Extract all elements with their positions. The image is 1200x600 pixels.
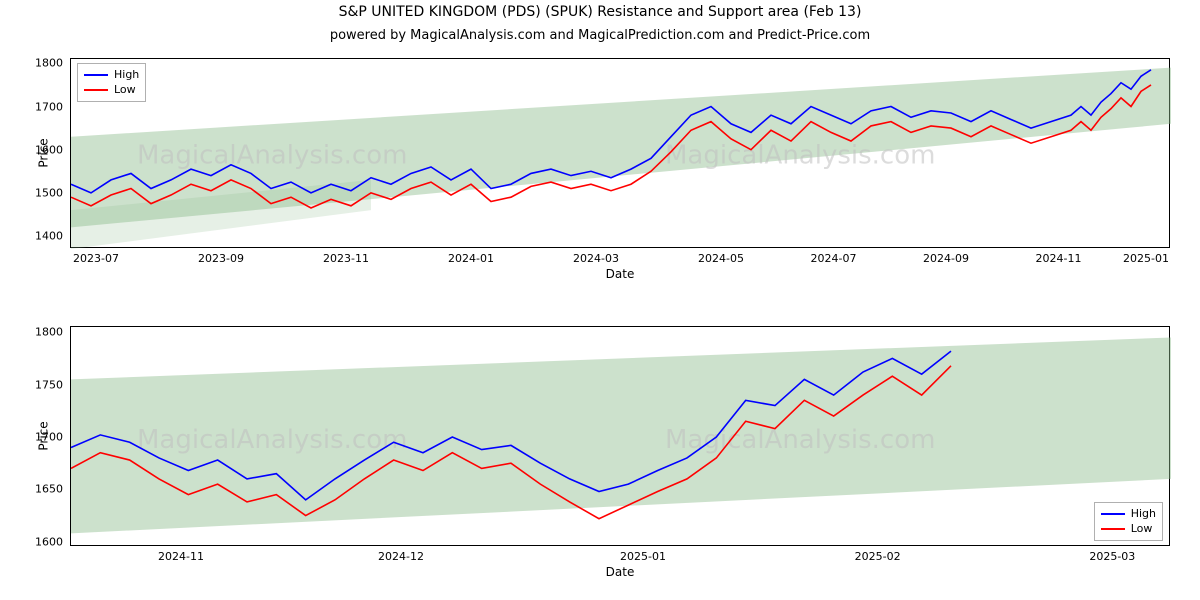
- legend-entry: High: [1101, 506, 1156, 521]
- legend-swatch: [1101, 528, 1125, 530]
- y-tick-label: 1700: [23, 431, 63, 444]
- x-tick-label: 2024-07: [811, 252, 857, 265]
- chart-main-title: S&P UNITED KINGDOM (PDS) (SPUK) Resistan…: [0, 4, 1200, 20]
- y-tick-label: 1800: [23, 326, 63, 339]
- x-tick-label: 2025-02: [855, 550, 901, 563]
- y-tick-label: 1400: [23, 230, 63, 243]
- x-tick-label: 2024-12: [378, 550, 424, 563]
- legend-label: Low: [1131, 521, 1153, 536]
- legend-bottom: HighLow: [1094, 502, 1163, 541]
- y-tick-label: 1600: [23, 535, 63, 548]
- x-tick-label: 2025-01: [1123, 252, 1169, 265]
- x-axis-label: Date: [606, 565, 635, 579]
- x-tick-label: 2025-01: [620, 550, 666, 563]
- legend-top: HighLow: [77, 63, 146, 102]
- chart-plot-top: MagicalAnalysis.com MagicalAnalysis.com: [71, 59, 1171, 249]
- x-tick-label: 2024-11: [158, 550, 204, 563]
- x-axis-label: Date: [606, 267, 635, 281]
- legend-entry: Low: [1101, 521, 1156, 536]
- legend-label: High: [114, 67, 139, 82]
- x-tick-label: 2023-09: [198, 252, 244, 265]
- y-tick-label: 1750: [23, 378, 63, 391]
- chart-plot-bottom: MagicalAnalysis.com MagicalAnalysis.com: [71, 327, 1171, 547]
- title-block: S&P UNITED KINGDOM (PDS) (SPUK) Resistan…: [0, 4, 1200, 43]
- x-tick-label: 2024-11: [1036, 252, 1082, 265]
- y-tick-label: 1650: [23, 483, 63, 496]
- x-tick-label: 2024-09: [923, 252, 969, 265]
- legend-entry: High: [84, 67, 139, 82]
- x-tick-label: 2024-01: [448, 252, 494, 265]
- legend-swatch: [1101, 513, 1125, 515]
- y-tick-label: 1800: [23, 57, 63, 70]
- y-tick-label: 1600: [23, 143, 63, 156]
- legend-swatch: [84, 89, 108, 91]
- x-tick-label: 2023-07: [73, 252, 119, 265]
- watermark-text: MagicalAnalysis.com: [665, 425, 935, 455]
- watermark-text: MagicalAnalysis.com: [137, 425, 407, 455]
- x-tick-label: 2025-03: [1089, 550, 1135, 563]
- chart-subtitle: powered by MagicalAnalysis.com and Magic…: [0, 28, 1200, 43]
- y-tick-label: 1700: [23, 100, 63, 113]
- watermark-text: MagicalAnalysis.com: [137, 141, 407, 171]
- legend-label: High: [1131, 506, 1156, 521]
- x-tick-label: 2024-05: [698, 252, 744, 265]
- legend-swatch: [84, 74, 108, 76]
- chart-panel-top: MagicalAnalysis.comMagicalAnalysis.com P…: [70, 58, 1170, 248]
- x-tick-label: 2023-11: [323, 252, 369, 265]
- legend-entry: Low: [84, 82, 139, 97]
- chart-panel-bottom: MagicalAnalysis.comMagicalAnalysis.com P…: [70, 326, 1170, 546]
- legend-label: Low: [114, 82, 136, 97]
- watermark-text: MagicalAnalysis.com: [665, 141, 935, 171]
- x-tick-label: 2024-03: [573, 252, 619, 265]
- y-tick-label: 1500: [23, 186, 63, 199]
